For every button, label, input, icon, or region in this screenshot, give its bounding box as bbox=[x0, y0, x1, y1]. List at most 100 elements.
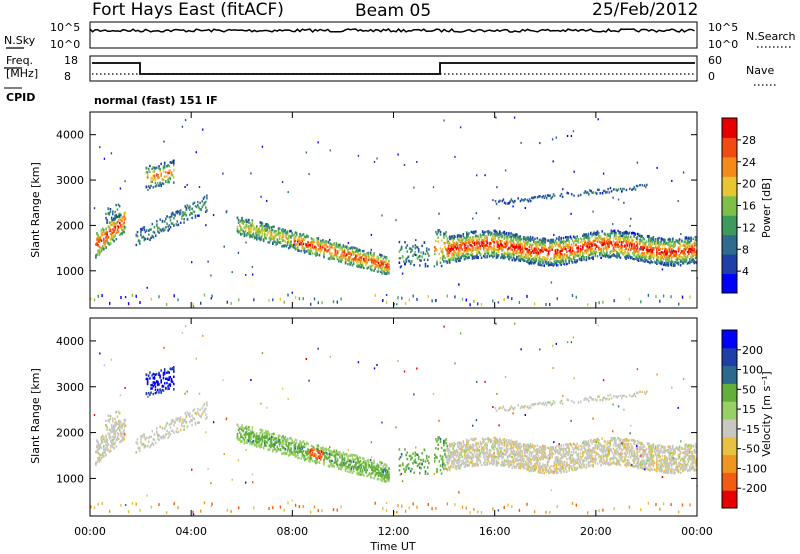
radar-cell bbox=[411, 260, 413, 263]
radar-cell bbox=[103, 451, 105, 455]
radar-cell bbox=[603, 242, 606, 245]
radar-cell bbox=[178, 420, 181, 423]
radar-cell bbox=[123, 434, 126, 437]
radar-cell bbox=[248, 436, 250, 439]
radar-cell bbox=[385, 268, 388, 272]
radar-cell bbox=[635, 249, 638, 252]
radar-cell bbox=[279, 231, 282, 234]
radar-cell bbox=[643, 241, 646, 245]
radar-cell bbox=[576, 239, 578, 243]
radar-cell bbox=[123, 218, 126, 221]
radar-cell bbox=[619, 235, 622, 238]
radar-cell bbox=[384, 261, 387, 264]
radar-cell bbox=[524, 245, 526, 248]
radar-cell bbox=[553, 263, 556, 266]
radar-cell bbox=[441, 253, 444, 256]
power-plot-background bbox=[90, 112, 697, 308]
radar-cell bbox=[155, 184, 158, 187]
radar-cell bbox=[494, 233, 496, 236]
radar-cell bbox=[291, 291, 293, 294]
radar-cell bbox=[260, 228, 263, 231]
radar-cell bbox=[347, 249, 349, 252]
radar-cell bbox=[489, 242, 492, 245]
radar-cell bbox=[320, 248, 323, 251]
radar-cell bbox=[555, 264, 558, 267]
radar-cell bbox=[200, 415, 202, 419]
radar-cell bbox=[535, 241, 537, 244]
radar-cell bbox=[612, 249, 615, 253]
radar-cell bbox=[657, 256, 659, 259]
radar-cell bbox=[447, 250, 450, 253]
radar-cell bbox=[572, 241, 575, 244]
radar-cell bbox=[636, 184, 639, 188]
radar-cell bbox=[158, 373, 160, 376]
radar-cell bbox=[101, 231, 104, 234]
radar-cell bbox=[450, 249, 452, 252]
radar-cell bbox=[468, 256, 470, 259]
radar-cell bbox=[171, 161, 174, 164]
radar-cell bbox=[319, 239, 322, 243]
radar-cell bbox=[494, 200, 497, 203]
radar-cell bbox=[283, 229, 285, 233]
radar-cell bbox=[659, 252, 661, 255]
radar-cell bbox=[197, 200, 199, 204]
radar-cell bbox=[163, 164, 166, 168]
radar-cell bbox=[278, 444, 281, 448]
radar-cell bbox=[543, 196, 546, 199]
radar-cell bbox=[476, 239, 478, 242]
radar-cell bbox=[266, 430, 268, 433]
radar-cell bbox=[563, 263, 566, 266]
radar-cell bbox=[199, 414, 201, 418]
radar-cell bbox=[507, 295, 509, 299]
radar-cell bbox=[96, 241, 98, 245]
radar-cell bbox=[544, 248, 547, 251]
radar-cell bbox=[484, 250, 486, 253]
radar-cell bbox=[98, 250, 101, 253]
radar-cell bbox=[441, 248, 444, 251]
radar-cell bbox=[151, 387, 153, 390]
radar-cell bbox=[589, 189, 591, 192]
radar-cell bbox=[656, 256, 658, 259]
radar-cell bbox=[181, 424, 183, 427]
radar-cell bbox=[338, 246, 340, 249]
radar-cell bbox=[399, 248, 402, 251]
radar-cell bbox=[539, 142, 541, 145]
radar-cell bbox=[278, 448, 281, 452]
radar-cell bbox=[456, 246, 459, 249]
radar-cell bbox=[651, 243, 654, 246]
radar-cell bbox=[476, 249, 478, 252]
radar-cell bbox=[269, 230, 272, 233]
radar-cell bbox=[259, 428, 262, 431]
radar-cell bbox=[524, 243, 526, 247]
radar-cell bbox=[651, 240, 654, 244]
radar-cell bbox=[379, 253, 381, 256]
radar-cell bbox=[607, 242, 609, 246]
radar-cell bbox=[97, 235, 99, 238]
radar-cell bbox=[511, 258, 514, 262]
radar-cell bbox=[524, 207, 526, 209]
radar-cell bbox=[651, 251, 654, 254]
radar-cell bbox=[117, 432, 120, 436]
radar-cell bbox=[246, 433, 249, 436]
radar-cell bbox=[600, 251, 602, 254]
radar-cell bbox=[587, 238, 590, 242]
radar-cell bbox=[658, 236, 660, 240]
radar-cell bbox=[136, 230, 139, 234]
radar-cell bbox=[487, 231, 490, 235]
radar-cell bbox=[583, 233, 585, 236]
radar-cell bbox=[632, 257, 634, 260]
radar-cell bbox=[478, 251, 481, 255]
radar-cell bbox=[156, 220, 158, 223]
radar-cell bbox=[451, 245, 453, 248]
radar-cell bbox=[617, 252, 619, 255]
radar-cell bbox=[146, 382, 149, 386]
radar-cell bbox=[153, 231, 156, 234]
radar-cell bbox=[544, 244, 547, 247]
radar-cell bbox=[123, 211, 126, 215]
radar-cell bbox=[97, 240, 99, 243]
radar-cell bbox=[598, 248, 600, 251]
radar-cell bbox=[248, 439, 250, 443]
radar-cell bbox=[236, 437, 239, 440]
radar-cell bbox=[452, 258, 454, 261]
radar-cell bbox=[617, 245, 619, 249]
